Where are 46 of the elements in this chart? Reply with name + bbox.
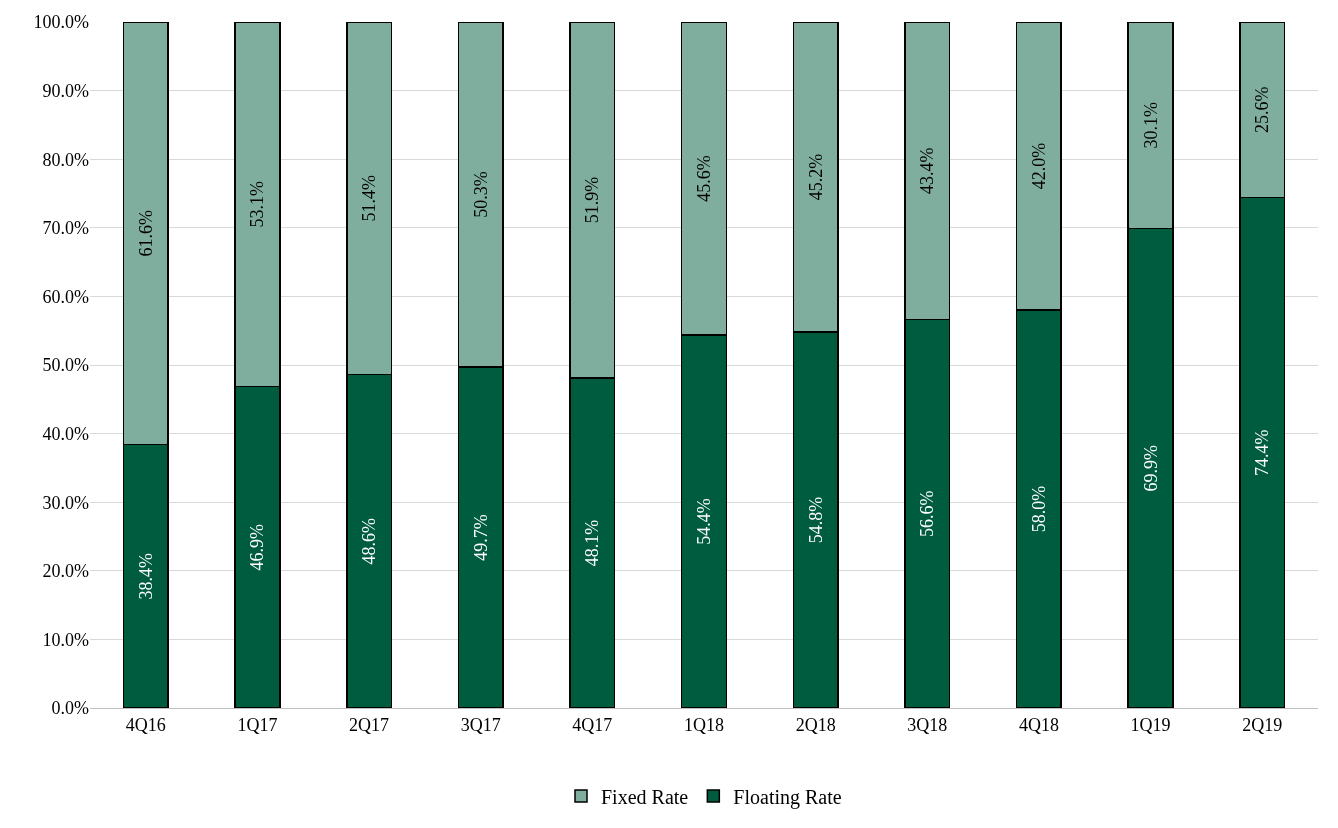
x-tick-label: 1Q18: [684, 714, 724, 735]
y-tick-label: 30.0%: [42, 492, 89, 513]
data-label: 30.1%: [1140, 102, 1161, 149]
data-label: 50.3%: [470, 171, 491, 218]
data-label: 46.9%: [247, 523, 268, 571]
x-tick-label: 2Q19: [1242, 714, 1283, 735]
data-label: 61.6%: [135, 210, 156, 257]
y-tick-label: 0.0%: [51, 698, 89, 719]
data-label: 51.4%: [359, 175, 380, 222]
y-tick-label: 10.0%: [42, 629, 89, 650]
data-label: 74.4%: [1252, 429, 1273, 477]
x-tick-label: 4Q16: [125, 714, 166, 735]
x-tick-label: 3Q17: [460, 714, 501, 735]
y-tick-label: 40.0%: [42, 423, 89, 444]
y-tick-label: 50.0%: [42, 355, 89, 376]
data-label: 42.0%: [1028, 142, 1049, 190]
data-label: 69.9%: [1140, 444, 1161, 492]
x-tick-label: 1Q19: [1130, 714, 1171, 735]
data-label: 54.8%: [805, 496, 826, 544]
y-tick-label: 100.0%: [33, 12, 89, 33]
x-tick-label: 2Q17: [349, 714, 390, 735]
y-tick-label: 60.0%: [42, 286, 89, 307]
legend-label: Floating Rate: [733, 785, 842, 809]
data-label: 25.6%: [1252, 86, 1273, 134]
data-label: 45.2%: [805, 153, 826, 201]
x-tick-label: 1Q17: [237, 714, 278, 735]
x-tick-label: 3Q18: [907, 714, 948, 735]
y-tick-label: 90.0%: [42, 80, 89, 101]
x-tick-label: 4Q18: [1018, 714, 1059, 735]
data-label: 58.0%: [1028, 485, 1049, 533]
y-tick-label: 20.0%: [42, 561, 89, 582]
data-label: 48.6%: [359, 518, 380, 565]
x-tick-label: 2Q18: [795, 714, 836, 735]
y-tick-label: 80.0%: [42, 149, 89, 170]
data-label: 43.4%: [917, 147, 938, 195]
data-label: 38.4%: [135, 553, 156, 600]
data-label: 54.4%: [694, 498, 714, 545]
data-label: 51.9%: [582, 176, 603, 224]
data-label: 53.1%: [247, 180, 268, 228]
x-tick-label: 4Q17: [572, 714, 613, 735]
y-tick-label: 70.0%: [42, 218, 89, 239]
data-label: 49.7%: [470, 514, 491, 561]
data-label: 56.6%: [917, 490, 938, 538]
data-label: 48.1%: [582, 519, 603, 567]
data-label: 45.6%: [694, 155, 714, 202]
legend-label: Fixed Rate: [601, 785, 689, 808]
